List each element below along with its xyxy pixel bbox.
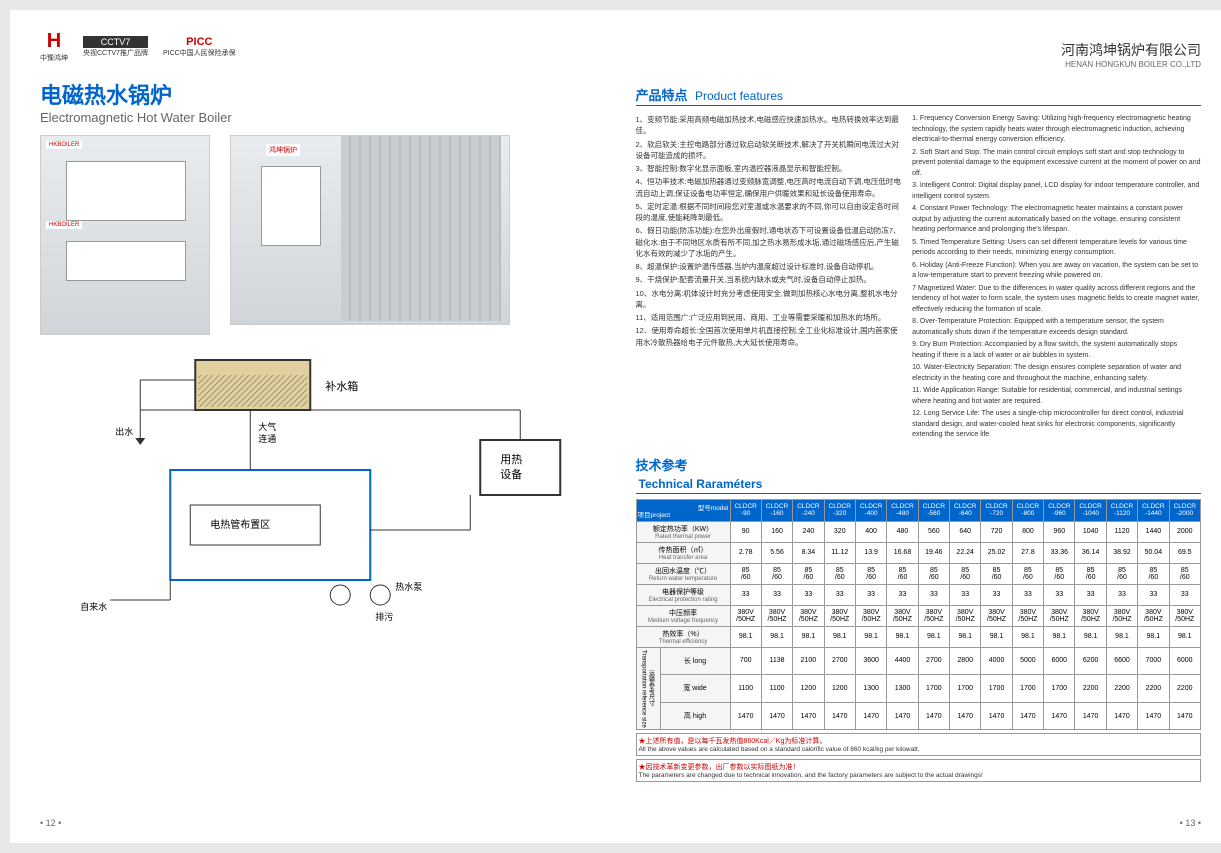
feature-item-en: 11. Wide Application Range: Suitable for… [912, 386, 1201, 407]
tech-params-section: 技术参考 Technical Raraméters 型号model项目proje… [636, 455, 1202, 783]
label-water-tank: 补水箱 [325, 379, 358, 393]
feature-item-en: 3. Intelligent Control: Digital display … [912, 181, 1201, 202]
feature-item-en: 1. Frequency Conversion Energy Saving: U… [912, 114, 1201, 146]
features-section: 产品特点 Product features 1、变频节能:采用高频电磁加热技术,… [636, 85, 1202, 443]
parameters-table: 型号model项目projectCLDCR-90CLDCR-160CLDCR-2… [636, 499, 1202, 731]
system-schematic: 补水箱 出水 大气 连通 电热管布置区 自来水 热水泵 [40, 350, 591, 630]
schematic-svg: 补水箱 出水 大气 连通 电热管布置区 自来水 热水泵 [40, 350, 591, 630]
logo-hongkun: H 中豫鸿坤 [40, 30, 68, 63]
product-image-2: 鸿坤锅炉 [230, 135, 510, 325]
feature-item-en: 7 Magnetized Water: Due to the differenc… [912, 284, 1201, 316]
feature-item-cn: 8、超温保护:设置炉温传感器,当炉内温度超过设计标准时,设备自动停机。 [636, 261, 903, 272]
feature-item-cn: 5、定时定温:根据不同时间段您对室温或水温要求的不同,你可以自由设定各时间段的温… [636, 201, 903, 224]
feature-item-en: 5. Timed Temperature Setting: Users can … [912, 238, 1201, 259]
features-list-en: 1. Frequency Conversion Energy Saving: U… [912, 114, 1201, 443]
feature-item-cn: 12、使用寿命超长:全国首次使用单片机直接控制,全工业化标准设计,国内首家使用水… [636, 325, 903, 348]
feature-item-en: 9. Dry Burn Protection: Accompanied by a… [912, 340, 1201, 361]
logo-picc: PICC PICC中国人民保险承保 [163, 36, 236, 58]
feature-item-cn: 1、变频节能:采用高频电磁加热技术,电磁感应快速加热水。电热转换效率达到最佳。 [636, 114, 903, 137]
page-number-left: • 12 • [40, 818, 61, 828]
left-page: H 中豫鸿坤 CCTV7 央视CCTV7推广品牌 PICC PICC中国人民保险… [10, 10, 621, 843]
feature-item-cn: 6、假日功能(防冻功能):在您外出度假时,通电状态下可设置设备低温启动防冻7、磁… [636, 225, 903, 259]
svg-text:排污: 排污 [375, 611, 393, 622]
page-number-right: • 13 • [1180, 818, 1201, 828]
svg-text:大气: 大气 [258, 421, 276, 432]
features-list-cn: 1、变频节能:采用高频电磁加热技术,电磁感应快速加热水。电热转换效率达到最佳。2… [636, 114, 903, 443]
svg-text:用热: 用热 [500, 453, 522, 466]
product-images: HKBOILER HKBOILER 鸿坤锅炉 [40, 135, 591, 335]
table-note-1: ★上述所有值，是以每千瓦发热值860Kcal／Kg为标准计算。 All the … [636, 733, 1202, 756]
svg-text:电热管布置区: 电热管布置区 [210, 518, 270, 531]
right-page: 河南鸿坤锅炉有限公司 HENAN HONGKUN BOILER CO.,LTD … [621, 10, 1221, 843]
feature-item-cn: 4、恒功率技术:电磁加热器通过变频脉宽调整,电压高时电流自动下调,电压低时电流自… [636, 176, 903, 199]
table-note-2: ★因技术革新变更参数，出厂参数以实际图纸为准！ The parameters a… [636, 759, 1202, 782]
catalog-spread: H 中豫鸿坤 CCTV7 央视CCTV7推广品牌 PICC PICC中国人民保险… [10, 10, 1221, 843]
logo-cctv: CCTV7 央视CCTV7推广品牌 [83, 36, 148, 58]
svg-text:出水: 出水 [115, 426, 133, 437]
feature-item-en: 2. Soft Start and Stop: The main control… [912, 148, 1201, 180]
feature-item-cn: 11、适用范围广:广泛应用到民用、商用、工业等需要采暖和加热水的场所。 [636, 312, 903, 323]
feature-item-en: 6. Holiday (Anti-Freeze Function): When … [912, 261, 1201, 282]
feature-item-cn: 9、干烧保护:配套流量开关,当系统内缺水或夹气时,设备自动停止加热。 [636, 274, 903, 285]
feature-item-cn: 10、水电分离:机体设计时充分考虑使用安全,做到加热核心水电分离,整机水电分离。 [636, 288, 903, 311]
feature-item-en: 8. Over-Temperature Protection: Equipped… [912, 317, 1201, 338]
product-title-en: Electromagnetic Hot Water Boiler [40, 110, 591, 125]
product-title-cn: 电磁热水锅炉 [40, 78, 591, 110]
svg-text:自来水: 自来水 [80, 601, 107, 612]
svg-text:热水泵: 热水泵 [395, 581, 422, 592]
header-logos: H 中豫鸿坤 CCTV7 央视CCTV7推广品牌 PICC PICC中国人民保险… [40, 30, 591, 63]
feature-item-en: 12. Long Service Life: The uses a single… [912, 409, 1201, 441]
svg-text:设备: 设备 [500, 467, 522, 481]
company-name: 河南鸿坤锅炉有限公司 HENAN HONGKUN BOILER CO.,LTD [1061, 40, 1201, 69]
product-image-1: HKBOILER HKBOILER [40, 135, 210, 335]
logo-h-icon: H [40, 30, 68, 53]
feature-item-cn: 2、软启软关:主控电路部分通过软启动软关断技术,解决了开关机瞬间电流过大对设备可… [636, 139, 903, 162]
feature-item-cn: 3、智能控制:数字化显示面板,室内温控器液晶显示和智能控制。 [636, 163, 903, 174]
feature-item-en: 10. Water-Electricity Separation: The de… [912, 363, 1201, 384]
feature-item-en: 4. Constant Power Technology: The electr… [912, 204, 1201, 236]
svg-text:连通: 连通 [258, 433, 276, 444]
